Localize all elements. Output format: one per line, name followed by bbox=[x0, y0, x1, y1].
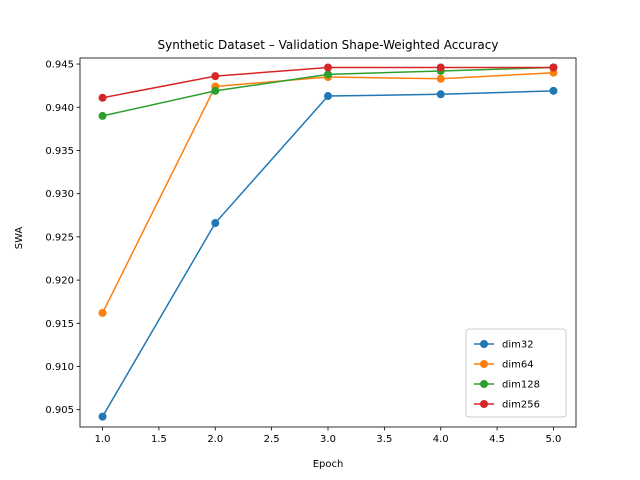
data-point-dim32-4 bbox=[436, 90, 445, 99]
x-tick-label: 4.0 bbox=[433, 434, 449, 445]
x-tick-label: 1.5 bbox=[151, 434, 167, 445]
data-point-dim256-4 bbox=[436, 63, 445, 72]
data-point-dim128-3 bbox=[324, 70, 332, 79]
y-tick-label: 0.930 bbox=[45, 189, 74, 200]
y-tick-label: 0.935 bbox=[45, 146, 74, 157]
x-tick-label: 2.5 bbox=[264, 434, 280, 445]
axis-ticks: 1.0 1.5 2.0 2.5 3.0 3.5 4.0 4.5 5.0 0.905 0.910 0.9… bbox=[45, 57, 577, 445]
legend-marker-dim64 bbox=[480, 360, 488, 368]
data-point-dim128-2 bbox=[211, 86, 220, 95]
data-point-dim64-4 bbox=[436, 74, 445, 83]
x-tick-label: 3.5 bbox=[376, 434, 392, 445]
y-tick-label: 0.920 bbox=[45, 276, 74, 287]
data-point-dim256-2 bbox=[211, 72, 220, 81]
legend-marker-dim128 bbox=[480, 380, 488, 388]
x-tick-label: 1.0 bbox=[95, 434, 111, 445]
y-tick-label: 0.940 bbox=[45, 103, 74, 114]
y-axis-label: SWA bbox=[14, 227, 25, 250]
data-point-dim32-1 bbox=[98, 412, 107, 421]
data-point-dim32-3 bbox=[324, 92, 332, 101]
x-tick-label: 5.0 bbox=[546, 434, 562, 445]
plot-area bbox=[98, 63, 558, 421]
data-point-dim32-2 bbox=[211, 219, 220, 228]
y-tick-label: 0.915 bbox=[45, 319, 74, 330]
x-tick-label: 2.0 bbox=[207, 434, 223, 445]
x-axis-label: Epoch bbox=[313, 459, 344, 470]
data-point-dim64-1 bbox=[98, 308, 107, 317]
legend-marker-dim32 bbox=[480, 340, 488, 348]
legend-marker-dim256 bbox=[480, 400, 488, 408]
y-tick-label: 0.945 bbox=[45, 60, 74, 71]
data-point-dim256-5 bbox=[549, 63, 558, 72]
chart-title: Synthetic Dataset – Validation Shape-Wei… bbox=[158, 38, 499, 52]
data-point-dim256-1 bbox=[98, 93, 107, 102]
data-point-dim32-5 bbox=[549, 86, 558, 95]
legend: dim32 dim64 dim128 dim256 bbox=[465, 328, 567, 418]
x-tick-label: 4.5 bbox=[489, 434, 505, 445]
y-tick-label: 0.925 bbox=[45, 232, 74, 243]
y-tick-label: 0.910 bbox=[45, 362, 74, 373]
legend-label-dim64: dim64 bbox=[502, 360, 534, 371]
legend-box bbox=[465, 328, 567, 418]
legend-label-dim128: dim128 bbox=[502, 380, 540, 391]
legend-label-dim32: dim32 bbox=[502, 340, 534, 351]
data-point-dim256-3 bbox=[324, 63, 332, 72]
y-tick-label: 0.905 bbox=[45, 405, 74, 416]
legend-label-dim256: dim256 bbox=[502, 400, 540, 411]
x-tick-label: 3.0 bbox=[320, 434, 336, 445]
data-point-dim128-1 bbox=[98, 111, 107, 120]
